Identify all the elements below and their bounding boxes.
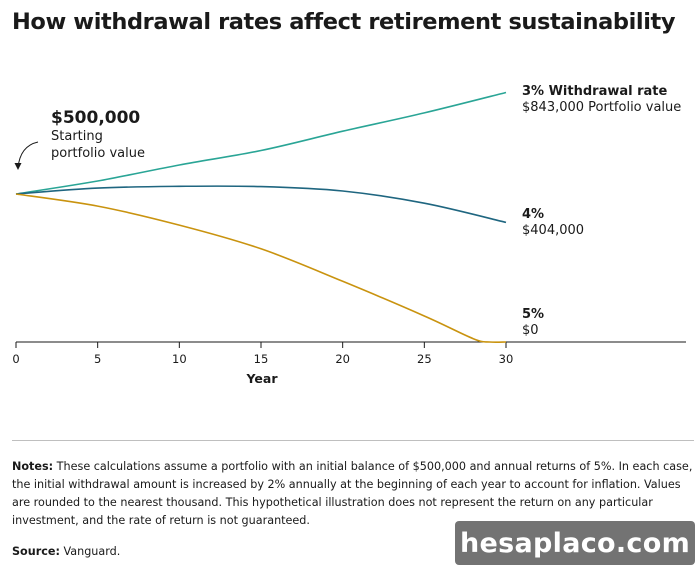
x-tick-label: 5: [94, 352, 101, 366]
series-5pct-name: 5%: [522, 307, 544, 322]
notes-text: These calculations assume a portfolio wi…: [12, 460, 693, 527]
series-lines: [15, 91, 507, 344]
source-label: Source:: [12, 545, 60, 558]
series-line-3pct: [15, 91, 507, 195]
watermark: hesaplaco.com: [455, 521, 695, 565]
x-tick-label: 30: [499, 352, 514, 366]
x-ticks: 0 5 10 15 20 25 30: [12, 342, 513, 366]
start-arrow: [17, 141, 39, 169]
series-line-5pct: [15, 193, 507, 344]
x-tick-label: 25: [417, 352, 432, 366]
source: Source: Vanguard.: [12, 545, 120, 558]
start-value-label: $500,000: [51, 108, 140, 128]
line-chart: 0 5 10 15 20 25 30 Year $500,000 Starting port…: [12, 84, 686, 386]
series-5pct-end-value: $0: [522, 323, 539, 338]
series-3pct-end-value: $843,000 Portfolio value: [522, 100, 681, 115]
divider: [12, 440, 694, 441]
start-arrowhead: [14, 163, 22, 170]
notes: Notes: These calculations assume a portf…: [12, 458, 694, 530]
x-tick-label: 20: [335, 352, 350, 366]
x-tick-label: 0: [12, 352, 19, 366]
x-tick-label: 10: [172, 352, 187, 366]
series-line-4pct: [15, 185, 507, 224]
series-3pct-name: 3% Withdrawal rate: [522, 84, 668, 99]
chart-title: How withdrawal rates affect retirement s…: [12, 9, 676, 35]
start-text-line-2: portfolio value: [51, 146, 145, 161]
x-tick-label: 15: [254, 352, 269, 366]
series-4pct-end-value: $404,000: [522, 223, 584, 238]
x-axis-label: Year: [246, 371, 279, 386]
notes-label: Notes:: [12, 460, 54, 473]
source-text: Vanguard.: [59, 545, 121, 558]
start-text-line-1: Starting: [51, 129, 103, 144]
series-4pct-name: 4%: [522, 207, 544, 222]
